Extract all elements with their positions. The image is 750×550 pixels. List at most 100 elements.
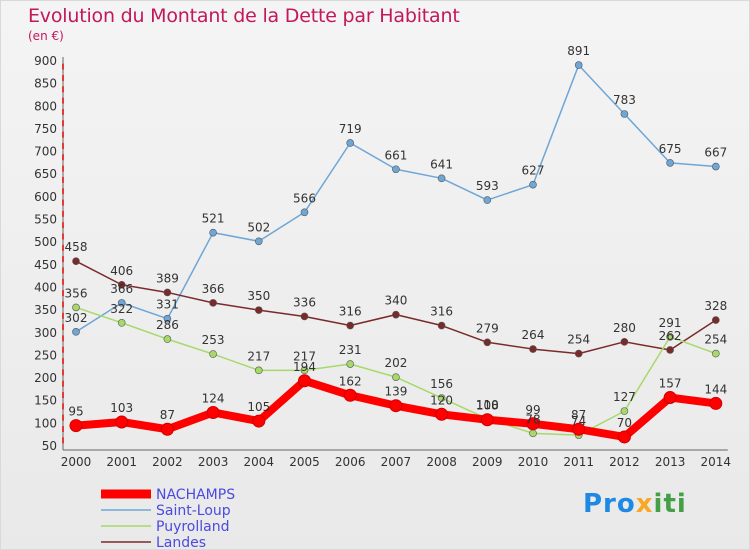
data-point-saint-loup: [437, 174, 446, 183]
y-tick-label: 800: [34, 99, 57, 113]
data-label-puyrolland: 231: [339, 343, 362, 357]
data-point-landes: [666, 346, 674, 354]
data-point-saint-loup: [163, 314, 172, 323]
data-label-puyrolland: 217: [247, 349, 270, 363]
data-point-puyrolland: [620, 407, 629, 415]
data-point-puyrolland: [72, 303, 80, 312]
y-tick-label: 650: [34, 167, 57, 181]
data-point-saint-loup: [72, 328, 80, 336]
data-point-puyrolland: [529, 429, 537, 438]
y-tick-label: 700: [34, 145, 57, 159]
data-label-landes: 406: [110, 264, 133, 278]
x-tick-label: 2008: [426, 455, 457, 469]
data-label-saint-loup: 366: [110, 282, 133, 296]
data-label-nachamps: 70: [617, 416, 632, 430]
data-point-nachamps: [526, 417, 540, 431]
data-label-nachamps: 108: [476, 399, 499, 413]
y-tick-label: 250: [34, 348, 57, 362]
data-point-landes: [346, 321, 355, 330]
x-tick-label: 2009: [472, 455, 503, 469]
data-point-saint-loup: [254, 237, 263, 246]
data-point-saint-loup: [529, 180, 537, 189]
data-point-landes: [620, 338, 629, 346]
data-label-saint-loup: 521: [202, 212, 225, 226]
data-label-landes: 280: [613, 321, 636, 335]
x-tick-label: 2003: [198, 455, 229, 469]
data-point-nachamps: [480, 413, 494, 427]
data-label-landes: 264: [522, 328, 545, 342]
data-label-nachamps: 144: [704, 382, 727, 396]
y-tick-label: 350: [34, 303, 57, 317]
data-point-saint-loup: [711, 162, 720, 171]
data-label-landes: 254: [567, 333, 590, 347]
data-label-nachamps: 162: [339, 374, 362, 388]
data-point-saint-loup: [666, 159, 674, 167]
data-point-nachamps: [663, 391, 677, 405]
proxiti-logo: Proxiti: [583, 489, 687, 519]
data-point-puyrolland: [437, 394, 446, 402]
data-label-saint-loup: 302: [65, 311, 88, 325]
data-label-puyrolland: 78: [525, 412, 540, 426]
legend-label-landes: Landes: [156, 535, 206, 549]
y-tick-label: 100: [34, 416, 57, 430]
data-label-saint-loup: 891: [567, 44, 590, 58]
data-point-landes: [254, 306, 263, 314]
data-label-nachamps: 95: [68, 405, 83, 419]
data-point-puyrolland: [209, 350, 217, 358]
data-point-landes: [711, 316, 720, 324]
data-point-landes: [117, 280, 126, 289]
data-point-puyrolland: [300, 366, 309, 375]
y-tick-label: 750: [34, 122, 57, 136]
data-label-puyrolland: 74: [571, 414, 586, 428]
data-label-puyrolland: 110: [476, 398, 499, 412]
data-label-puyrolland: 253: [202, 333, 225, 347]
data-label-nachamps: 87: [160, 408, 175, 422]
x-tick-label: 2014: [701, 455, 732, 469]
data-point-nachamps: [160, 422, 174, 436]
x-tick-label: 2011: [563, 455, 594, 469]
data-label-puyrolland: 322: [110, 302, 133, 316]
data-point-saint-loup: [620, 110, 629, 118]
data-point-nachamps: [252, 414, 266, 428]
data-point-puyrolland: [666, 333, 674, 341]
data-label-saint-loup: 675: [659, 142, 682, 156]
y-tick-label: 600: [34, 190, 57, 204]
data-label-saint-loup: 719: [339, 122, 362, 136]
data-label-nachamps: 120: [430, 393, 453, 407]
data-point-saint-loup: [300, 208, 309, 217]
data-label-puyrolland: 286: [156, 318, 179, 332]
data-point-puyrolland: [254, 366, 263, 375]
x-tick-label: 2010: [518, 455, 549, 469]
data-point-puyrolland: [163, 335, 172, 343]
data-label-saint-loup: 661: [384, 148, 407, 162]
data-label-saint-loup: 783: [613, 93, 636, 107]
x-tick-label: 2004: [244, 455, 275, 469]
data-label-landes: 316: [430, 305, 453, 319]
data-point-nachamps: [298, 374, 311, 388]
data-label-landes: 262: [659, 329, 682, 343]
data-label-landes: 328: [704, 299, 727, 313]
data-point-saint-loup: [574, 61, 583, 69]
x-tick-label: 2006: [335, 455, 366, 469]
unit-label: (en €): [28, 29, 64, 43]
data-label-puyrolland: 254: [704, 333, 727, 347]
data-point-puyrolland: [117, 318, 126, 327]
data-label-saint-loup: 502: [247, 220, 270, 234]
data-point-puyrolland: [346, 360, 355, 368]
data-point-landes: [529, 345, 537, 353]
data-label-saint-loup: 566: [293, 191, 316, 205]
data-point-saint-loup: [209, 228, 217, 237]
data-label-landes: 316: [339, 305, 362, 319]
y-tick-label: 500: [34, 235, 57, 249]
x-tick-label: 2012: [609, 455, 640, 469]
data-point-nachamps: [709, 396, 723, 410]
data-label-puyrolland: 217: [293, 349, 316, 363]
data-point-puyrolland: [392, 373, 400, 381]
data-point-saint-loup: [392, 165, 400, 174]
data-label-nachamps: 105: [247, 400, 270, 414]
data-point-nachamps: [572, 422, 586, 436]
y-tick-label: 550: [34, 213, 57, 227]
data-point-landes: [163, 288, 172, 297]
